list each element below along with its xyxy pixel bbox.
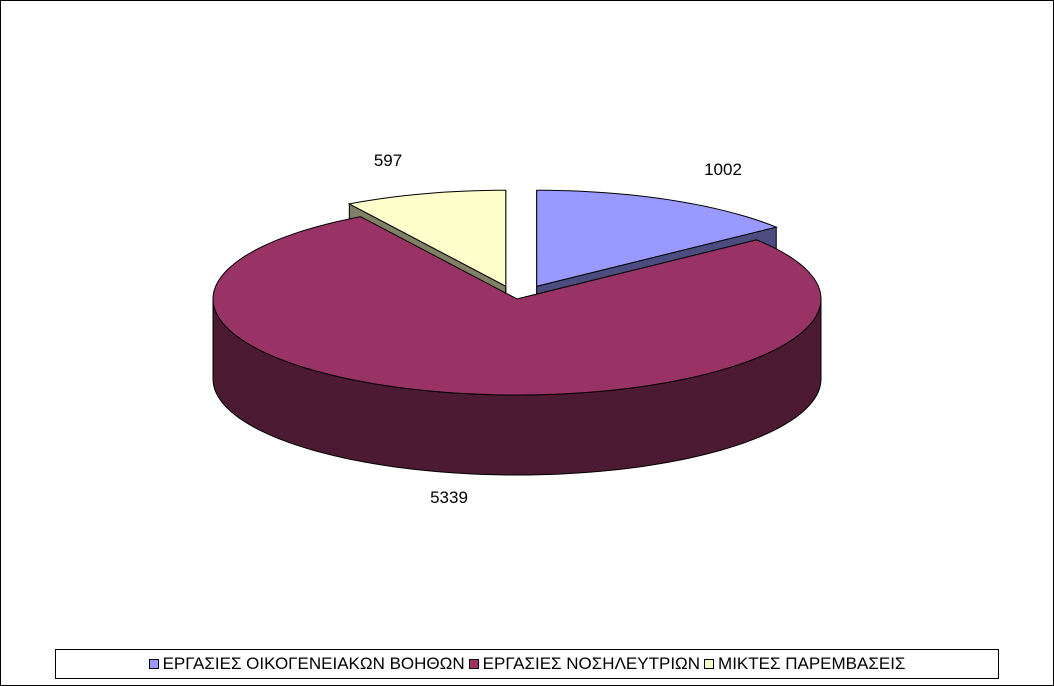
legend-swatch-miktes bbox=[704, 659, 715, 669]
data-label-nosileutrion: 5339 bbox=[430, 488, 468, 507]
data-label-oikogeneiakon: 1002 bbox=[704, 160, 742, 179]
pie-slices bbox=[212, 189, 822, 476]
legend-label-nosileutrion: ΕΡΓΑΣΙΕΣ ΝΟΣΗΛΕΥΤΡΙΩΝ bbox=[482, 654, 701, 673]
legend-item-nosileutrion: ΕΡΓΑΣΙΕΣ ΝΟΣΗΛΕΥΤΡΙΩΝ bbox=[468, 654, 701, 674]
chart-legend: ΕΡΓΑΣΙΕΣ ΟΙΚΟΓΕΝΕΙΑΚΩΝ ΒΟΗΘΩΝ ΕΡΓΑΣΙΕΣ Ν… bbox=[55, 649, 999, 679]
legend-swatch-nosileutrion bbox=[468, 659, 479, 669]
legend-item-oikogeneiakon: ΕΡΓΑΣΙΕΣ ΟΙΚΟΓΕΝΕΙΑΚΩΝ ΒΟΗΘΩΝ bbox=[148, 654, 465, 674]
legend-label-oikogeneiakon: ΕΡΓΑΣΙΕΣ ΟΙΚΟΓΕΝΕΙΑΚΩΝ ΒΟΗΘΩΝ bbox=[162, 654, 465, 673]
legend-item-miktes: ΜΙΚΤΕΣ ΠΑΡΕΜΒΑΣΕΙΣ bbox=[704, 654, 905, 674]
pie-slice-miktes bbox=[347, 189, 507, 288]
legend-swatch-oikogeneiakon bbox=[148, 659, 159, 669]
data-label-miktes: 597 bbox=[374, 151, 402, 170]
data-labels: 1002 5339 597 bbox=[374, 151, 742, 507]
legend-label-miktes: ΜΙΚΤΕΣ ΠΑΡΕΜΒΑΣΕΙΣ bbox=[718, 654, 906, 673]
pie-slice-nosileutrion bbox=[212, 216, 822, 396]
pie-slice-oikogeneiakon bbox=[536, 189, 778, 287]
